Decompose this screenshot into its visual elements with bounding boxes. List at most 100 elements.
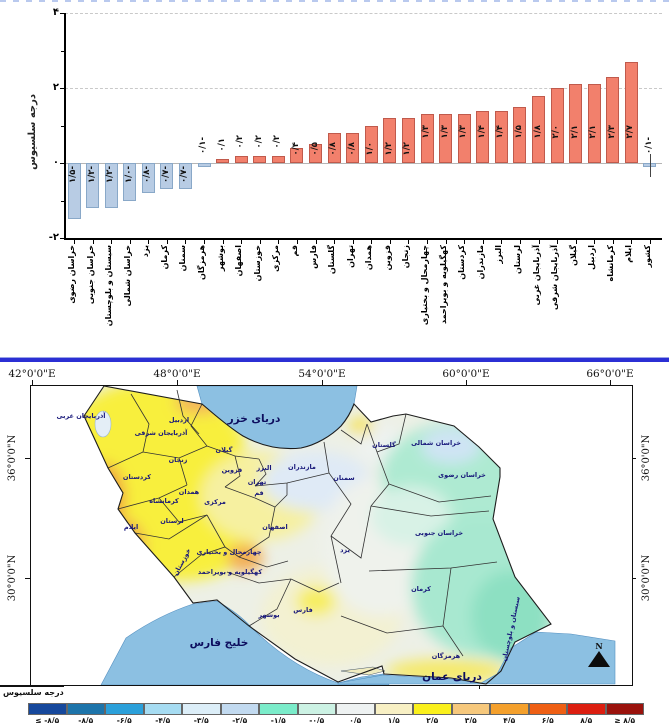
- latitude-tick-right: [631, 578, 636, 579]
- province-x-label: ایلام: [624, 245, 634, 263]
- map-province-label: هرمزگان: [431, 652, 461, 660]
- north-arrow-label: N: [595, 641, 603, 651]
- latitude-label-left: 36°0'0"N: [7, 434, 18, 482]
- colorbar-cell: -۶/۵: [105, 703, 144, 723]
- latitude-label-right: 30°0'0"N: [641, 554, 652, 602]
- bar-value-label: ۱/۳: [421, 125, 432, 139]
- colorbar-cell: -۸/۵: [66, 703, 105, 723]
- colorbar-cell: ۳/۵: [451, 703, 490, 723]
- bar-30: [624, 61, 638, 163]
- x-tick: [612, 240, 614, 244]
- bar-8: [216, 159, 230, 163]
- bar-value-label: ۱/۴: [495, 125, 506, 139]
- bar-value-label: ۱/۰: [365, 142, 376, 156]
- y-tick-label: -۲: [48, 232, 59, 243]
- bar-5: [160, 163, 174, 190]
- longitude-tick: [610, 380, 611, 385]
- bar-value-label: ۰/۸: [328, 142, 339, 156]
- colorbar-label: ≥ ۸/۵: [614, 716, 636, 723]
- colorbar-swatch: [490, 703, 529, 715]
- map-province-label: همدان: [178, 488, 200, 496]
- bar-20: [439, 114, 453, 163]
- latitude-tick-right: [631, 458, 636, 459]
- colorbar-cell: ۶/۵: [528, 703, 567, 723]
- x-tick: [166, 240, 168, 244]
- map-province-label: فارس: [293, 606, 313, 614]
- legend-rule: [0, 685, 64, 687]
- y-minor-tick: [61, 200, 65, 202]
- longitude-tick: [177, 380, 178, 385]
- province-x-label: سمنان: [178, 245, 188, 272]
- latitude-tick-left: [25, 578, 30, 579]
- x-tick: [631, 240, 633, 244]
- map-province-label: زنجان: [168, 456, 188, 464]
- colorbar-label: -۳/۵: [193, 716, 209, 723]
- colorbar-swatch: [567, 703, 606, 715]
- x-tick: [148, 240, 150, 244]
- cropped-header-artifact: [0, 0, 669, 2]
- bar-2: [104, 163, 118, 208]
- bar-18: [401, 118, 415, 163]
- colorbar-label: -۸/۵: [78, 716, 94, 723]
- y-minor-tick: [61, 50, 65, 52]
- map-province-label: خراسان رضوی: [438, 471, 486, 479]
- map-province-label: اردبیل: [168, 416, 190, 424]
- province-x-label: هرمزگان: [197, 245, 207, 280]
- province-x-label: گلستان: [327, 245, 337, 275]
- latitude-tick-left: [25, 458, 30, 459]
- bar-25: [532, 95, 545, 163]
- bar-4: [141, 163, 155, 193]
- colorbar-swatch: [143, 703, 182, 715]
- colorbar-swatch: [28, 703, 67, 715]
- map-province-label: قم: [254, 489, 264, 497]
- colorbar-label: ۰/۵: [349, 716, 362, 723]
- y-tick-label: ۰: [52, 157, 59, 168]
- longitude-tick: [322, 380, 323, 385]
- colorbar-swatch: [297, 703, 336, 715]
- gridline: [65, 87, 662, 89]
- colorbar-label: ≤ -۸/۵: [35, 716, 60, 723]
- province-x-label: مرکزی: [271, 245, 281, 272]
- sea-label: دریای خزر: [227, 413, 281, 425]
- bar-26: [550, 88, 564, 163]
- bar-17: [383, 118, 397, 163]
- x-tick: [129, 240, 131, 244]
- bar-value-label: ۰/۲: [235, 134, 246, 148]
- bar-value-label: ۲/۰: [551, 125, 562, 139]
- gridline: [65, 12, 662, 14]
- colorbar-label: -۰/۵: [309, 716, 325, 723]
- map-province-label: گیلان: [215, 446, 233, 454]
- bar-value-label: ۱/۳: [439, 125, 450, 139]
- bar-value-label: ۲/۱: [569, 125, 580, 139]
- province-x-label: البرز: [494, 245, 504, 264]
- colorbar-swatch: [451, 703, 490, 715]
- province-x-label: خراسان شمالی: [122, 245, 132, 307]
- bar-value-label: ۱/۳: [458, 125, 469, 139]
- colorbar-swatch: [336, 703, 375, 715]
- map-province-label: قزوین: [221, 466, 243, 474]
- map-province-label: آذربایجان شرقی: [134, 429, 188, 437]
- y-tick: [60, 88, 65, 89]
- colorbar-label: -۴/۵: [155, 716, 171, 723]
- map-province-label: مرکزی: [204, 498, 226, 506]
- colorbar-cell: ۲/۵: [413, 703, 452, 723]
- x-tick: [185, 240, 187, 244]
- bar-16: [364, 125, 378, 163]
- x-tick: [111, 240, 113, 244]
- colorbar-swatch: [413, 703, 452, 715]
- bar-value-label: ۲/۱: [588, 125, 599, 139]
- bar-23: [494, 110, 508, 163]
- bar-19: [420, 114, 434, 163]
- bar-7: [197, 163, 211, 167]
- bar-6: [178, 163, 192, 190]
- province-x-label: اردبیل: [587, 245, 597, 270]
- x-tick: [371, 240, 373, 244]
- persian-gulf: [100, 600, 390, 685]
- colorbar-cell: -۰/۵: [297, 703, 336, 723]
- map-province-label: کرمانشاه: [149, 497, 179, 505]
- bar-21: [457, 114, 471, 163]
- sea-label: دریای عمان: [422, 671, 482, 683]
- province-x-label: چهارمحال و بختیاری: [420, 245, 430, 326]
- iran-map: 42°0'0"E 48°0'0"E 54°0'0"E 60°0'0"E 66°0'0"E…: [0, 362, 669, 723]
